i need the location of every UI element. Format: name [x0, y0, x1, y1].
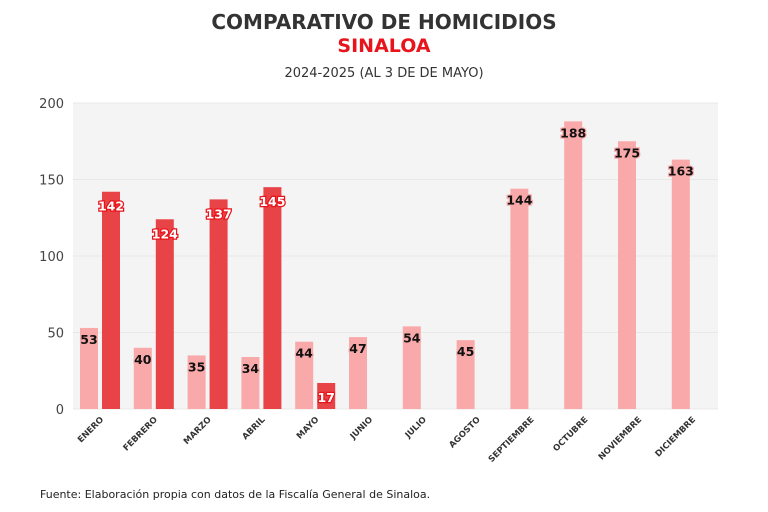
data-label: 44	[295, 346, 313, 361]
data-label: 34	[242, 361, 260, 376]
chart-date-range: 2024-2025 (AL 3 DE DE MAYO)	[284, 66, 484, 81]
bar	[671, 159, 690, 409]
data-label: 145	[259, 194, 285, 209]
data-label: 144	[506, 193, 532, 208]
data-label: 45	[457, 344, 474, 359]
y-tick-label: 0	[56, 403, 64, 418]
bar	[564, 121, 583, 410]
bar	[456, 340, 475, 409]
x-tick-label: SEPTIEMBRE	[487, 415, 537, 465]
data-label: 175	[614, 145, 640, 160]
bar	[295, 341, 314, 409]
bar	[263, 187, 282, 409]
chart-title: COMPARATIVO DE HOMICIDIOS	[211, 10, 557, 34]
data-label: 35	[188, 359, 205, 374]
chart-subtitle: SINALOA	[337, 35, 431, 57]
y-tick-label: 50	[47, 327, 64, 342]
x-tick-label: MARZO	[182, 415, 214, 447]
data-label: 54	[403, 330, 421, 345]
bar	[241, 356, 260, 409]
x-tick-label: OCTUBRE	[551, 415, 590, 454]
data-label: 47	[349, 341, 366, 356]
bar	[317, 382, 336, 409]
x-tick-label: MAYO	[295, 415, 321, 441]
bar	[155, 219, 174, 409]
bar	[187, 355, 206, 409]
x-tick-label: NOVIEMBRE	[597, 415, 644, 462]
data-label: 188	[560, 125, 586, 140]
x-tick-label: JUNIO	[348, 415, 375, 442]
bar	[80, 327, 98, 409]
x-tick-label: DICIEMBRE	[654, 415, 698, 459]
bar	[510, 188, 529, 409]
bar	[133, 347, 152, 409]
x-tick-label: AGOSTO	[447, 415, 482, 450]
bar	[618, 141, 636, 409]
data-label: 40	[134, 352, 152, 367]
x-tick-label: JULIO	[403, 415, 429, 441]
source-note: Fuente: Elaboración propia con datos de …	[40, 488, 431, 501]
x-tick-label: ENERO	[76, 415, 106, 445]
data-label: 163	[668, 164, 694, 179]
data-label: 53	[80, 332, 97, 347]
data-label: 17	[317, 390, 334, 405]
bar	[102, 191, 120, 409]
data-label: 124	[152, 226, 178, 241]
bar	[349, 337, 367, 409]
y-tick-label: 150	[39, 174, 64, 189]
y-tick-label: 100	[39, 250, 64, 265]
y-tick-label: 200	[39, 97, 64, 112]
bar	[402, 326, 421, 409]
data-label: 142	[98, 199, 124, 214]
data-label: 137	[206, 206, 232, 221]
bar	[209, 199, 228, 409]
x-tick-label: ABRIL	[241, 415, 268, 442]
x-tick-label: FEBRERO	[122, 415, 160, 453]
